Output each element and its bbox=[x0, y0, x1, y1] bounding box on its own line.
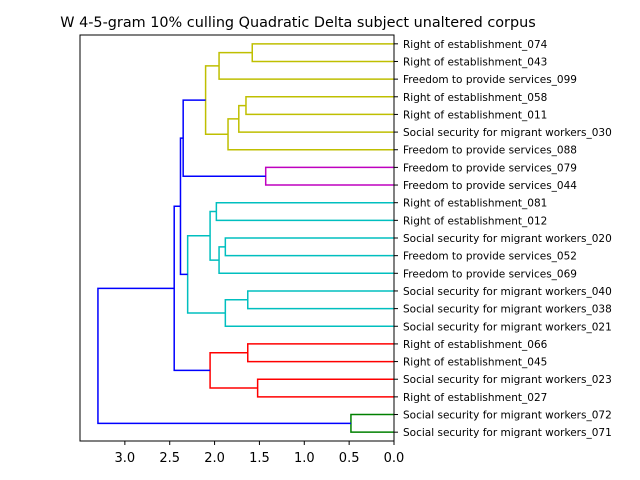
x-axis: 3.0 2.5 2.0 1.5 1.0 0.5 0.0 bbox=[115, 441, 405, 466]
dendrogram-link bbox=[179, 137, 188, 276]
leaf-label: Right of establishment_043 bbox=[403, 56, 547, 68]
dendrogram-link bbox=[251, 43, 394, 63]
dendrogram-links bbox=[97, 43, 394, 433]
x-tick-label: 1.5 bbox=[249, 451, 270, 466]
dendrogram-link bbox=[204, 65, 229, 136]
chart-title: W 4-5-gram 10% culling Quadratic Delta s… bbox=[60, 15, 535, 31]
dendrogram-link bbox=[256, 378, 394, 398]
leaf-label: Social security for migrant workers_021 bbox=[403, 321, 612, 333]
x-tick-label: 2.5 bbox=[159, 451, 180, 466]
leaf-label: Right of establishment_066 bbox=[403, 339, 548, 351]
leaf-label: Right of establishment_027 bbox=[403, 392, 547, 404]
dendrogram-link bbox=[224, 299, 394, 328]
dendrogram-link bbox=[247, 343, 394, 363]
leaf-label: Social security for migrant workers_038 bbox=[403, 304, 612, 316]
dendrogram-link bbox=[173, 205, 211, 372]
leaf-label: Freedom to provide services_099 bbox=[403, 74, 577, 86]
x-tick-label: 0.5 bbox=[339, 451, 360, 466]
leaf-label: Right of establishment_012 bbox=[403, 215, 547, 227]
dendrogram-link bbox=[182, 99, 266, 177]
leaf-label: Freedom to provide services_069 bbox=[403, 268, 577, 280]
dendrogram-link bbox=[227, 118, 394, 151]
x-tick-label: 1.0 bbox=[294, 451, 315, 466]
dendrogram-link bbox=[209, 351, 258, 389]
dendrogram-link bbox=[264, 166, 394, 186]
leaf-label: Right of establishment_045 bbox=[403, 357, 547, 369]
x-tick-label: 3.0 bbox=[115, 451, 136, 466]
leaf-label: Social security for migrant workers_023 bbox=[403, 374, 612, 386]
dendrogram-link bbox=[215, 201, 394, 222]
dendrogram-link bbox=[350, 413, 394, 433]
dendrogram-link bbox=[245, 96, 394, 116]
leaf-label: Right of establishment_011 bbox=[403, 109, 547, 121]
leaf-label: Social security for migrant workers_072 bbox=[403, 410, 612, 422]
dendrogram-link bbox=[97, 287, 351, 425]
leaf-label: Right of establishment_074 bbox=[403, 39, 548, 51]
leaf-label: Right of establishment_081 bbox=[403, 198, 547, 210]
x-tick-label: 2.0 bbox=[204, 451, 225, 466]
leaf-label: Social security for migrant workers_020 bbox=[403, 233, 612, 245]
leaf-label: Freedom to provide services_044 bbox=[403, 180, 577, 192]
leaf-label: Freedom to provide services_052 bbox=[403, 251, 577, 263]
x-tick-label: 0.0 bbox=[384, 451, 405, 466]
leaf-labels: Right of establishment_074 Right of estab… bbox=[394, 39, 612, 439]
dendrogram-link bbox=[238, 104, 394, 133]
leaf-label: Right of establishment_058 bbox=[403, 92, 547, 104]
dendrogram-link bbox=[209, 210, 220, 261]
leaf-label: Social security for migrant workers_030 bbox=[403, 127, 612, 139]
dendrogram-link bbox=[218, 51, 394, 80]
dendrogram-link bbox=[224, 237, 394, 257]
leaf-label: Freedom to provide services_088 bbox=[403, 145, 577, 157]
leaf-label: Social security for migrant workers_040 bbox=[403, 286, 612, 298]
dendrogram-link bbox=[247, 290, 394, 310]
leaf-label: Freedom to provide services_079 bbox=[403, 162, 577, 174]
leaf-label: Social security for migrant workers_071 bbox=[403, 427, 612, 439]
dendrogram-link bbox=[218, 246, 394, 275]
